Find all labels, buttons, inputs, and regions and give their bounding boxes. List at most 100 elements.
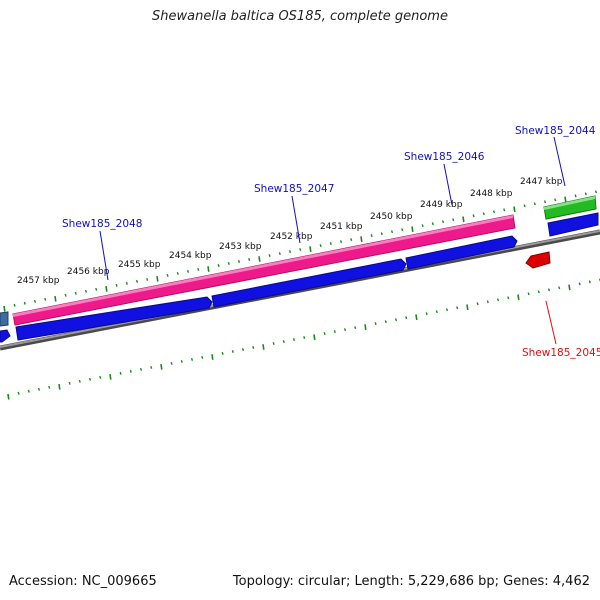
minor-tick [425, 312, 428, 316]
minor-tick [492, 210, 496, 214]
major-tick [513, 206, 516, 213]
minor-tick [584, 192, 587, 196]
minor-tick [241, 348, 245, 351]
minor-tick [405, 316, 408, 320]
green-gene-track [543, 195, 597, 220]
minor-tick [125, 281, 128, 285]
minor-tick [292, 338, 296, 342]
minor-tick [390, 230, 394, 234]
tick-label: 2455 kbp [118, 260, 161, 270]
minor-tick [282, 340, 285, 344]
minor-tick [129, 369, 132, 373]
minor-tick [252, 346, 255, 349]
minor-tick [68, 381, 71, 385]
minor-tick [217, 264, 220, 267]
major-tick [309, 246, 312, 252]
minor-tick [445, 308, 449, 312]
minor-tick [472, 214, 475, 218]
major-tick [7, 393, 10, 400]
tick-label: 2456 kbp [67, 267, 110, 277]
gene-label-shew185-2045[interactable]: Shew185_2045 [522, 347, 600, 359]
gene-labels: Shew185_2048 Shew185_2047 Shew185_2046 S… [62, 125, 600, 359]
minor-tick [231, 350, 234, 353]
major-tick [105, 285, 108, 292]
minor-tick [350, 238, 353, 242]
minor-tick [48, 385, 51, 389]
minor-tick [176, 271, 179, 275]
minor-tick [533, 202, 536, 206]
lower-tick-ring [7, 278, 600, 400]
minor-tick [299, 248, 302, 252]
minor-tick [190, 357, 194, 361]
minor-tick [374, 322, 377, 326]
upper-tick-ring [3, 190, 598, 312]
minor-tick [64, 293, 67, 297]
gene-label-shew185-2046[interactable]: Shew185_2046 [404, 151, 485, 163]
accession-text: Accession: NC_009665 [9, 574, 157, 589]
minor-tick [74, 291, 77, 295]
minor-tick [456, 306, 459, 310]
minor-tick [186, 269, 190, 273]
minor-tick [354, 326, 357, 330]
minor-tick [452, 218, 455, 222]
minor-tick [441, 220, 445, 224]
minor-tick [507, 296, 510, 300]
minor-tick [435, 310, 438, 314]
minor-tick [248, 258, 251, 261]
tick-label: 2454 kbp [169, 251, 212, 261]
minor-tick [17, 391, 20, 395]
minor-tick [27, 389, 30, 393]
minor-tick [578, 282, 581, 286]
minor-tick [486, 300, 489, 304]
major-tick [411, 226, 414, 233]
minor-tick [594, 190, 598, 194]
minor-tick [537, 290, 540, 294]
gene-blue-arrow-2[interactable] [211, 258, 407, 308]
major-tick [360, 236, 363, 243]
gene-blue-arrow-4[interactable] [547, 212, 599, 237]
gene-label-shew185-2047[interactable]: Shew185_2047 [254, 183, 334, 195]
minor-tick [503, 208, 506, 212]
pink-gene-track [12, 214, 516, 326]
minor-tick [421, 224, 424, 228]
minor-tick [303, 336, 306, 340]
tick-label: 2450 kbp [370, 212, 413, 222]
tick-label: 2451 kbp [320, 222, 363, 232]
tick-label: 2447 kbp [520, 177, 563, 187]
minor-tick [558, 286, 561, 290]
gene-shew185-2045-red[interactable] [525, 251, 551, 269]
minor-tick [44, 297, 47, 301]
minor-tick [170, 361, 173, 365]
major-tick [364, 324, 367, 331]
gene-partial-left[interactable] [0, 311, 9, 327]
gene-label-shew185-2048[interactable]: Shew185_2048 [62, 218, 142, 230]
major-tick [415, 314, 418, 321]
major-tick [58, 383, 61, 390]
minor-tick [150, 365, 153, 369]
major-tick [313, 334, 316, 340]
minor-tick [394, 318, 398, 322]
minor-tick [13, 303, 16, 307]
gene-blue-arrow-3[interactable] [405, 235, 518, 270]
gene-label-shew185-2044[interactable]: Shew185_2044 [515, 125, 596, 137]
minor-tick [278, 252, 281, 256]
major-tick [466, 304, 469, 311]
minor-tick [476, 302, 479, 306]
minor-tick [343, 328, 347, 332]
major-tick [517, 294, 520, 301]
tick-label: 2457 kbp [17, 276, 60, 286]
minor-tick [380, 232, 383, 236]
gene-blue-arrow-left[interactable] [0, 329, 11, 343]
minor-tick [431, 222, 434, 226]
major-tick [568, 284, 571, 291]
gene-blue-arrow-1[interactable] [15, 296, 213, 341]
minor-tick [99, 375, 102, 379]
major-tick [207, 266, 210, 272]
minor-tick [33, 299, 37, 303]
minor-tick [197, 267, 200, 271]
minor-tick [115, 283, 118, 287]
minor-tick [221, 352, 224, 355]
minor-tick [370, 234, 373, 238]
tick-label: 2452 kbp [270, 232, 313, 242]
